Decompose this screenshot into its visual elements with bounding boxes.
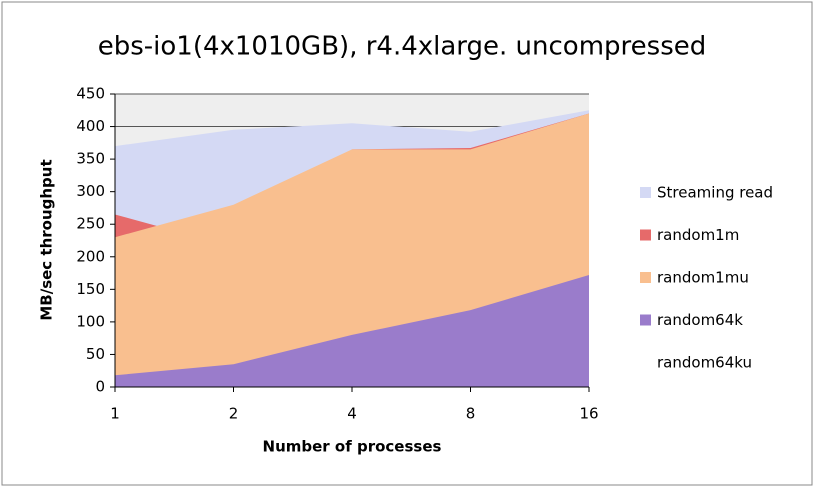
legend-label: Streaming read xyxy=(657,184,773,202)
legend-swatch xyxy=(640,314,651,326)
chart-title: ebs-io1(4x1010GB), r4.4xlarge. uncompres… xyxy=(98,32,707,62)
legend-label: random64k xyxy=(657,311,743,329)
legend-label: random1m xyxy=(657,226,739,244)
y-tick-label: 250 xyxy=(76,215,105,233)
x-tick-label: 8 xyxy=(466,405,476,423)
y-axis-label: MB/sec throughput xyxy=(38,159,56,320)
x-tick-label: 1 xyxy=(110,405,120,423)
legend-swatch xyxy=(640,229,651,241)
x-axis-label: Number of processes xyxy=(263,438,442,456)
area xyxy=(115,275,589,387)
legend-swatch xyxy=(640,187,651,198)
y-tick-label: 200 xyxy=(76,247,105,265)
y-tick-label: 350 xyxy=(76,150,105,168)
y-tick-label: 400 xyxy=(76,117,105,135)
y-tick-label: 450 xyxy=(76,85,105,103)
legend-swatch xyxy=(640,272,651,283)
y-tick-label: 300 xyxy=(76,182,105,200)
y-tick-label: 150 xyxy=(76,280,105,298)
y-tick-label: 50 xyxy=(86,345,105,363)
y-tick-label: 100 xyxy=(76,312,105,330)
x-tick-label: 2 xyxy=(229,405,239,423)
x-tick-label: 4 xyxy=(347,405,357,423)
legend-label: random1mu xyxy=(657,269,749,287)
x-tick-label: 16 xyxy=(579,405,598,423)
y-tick-label: 0 xyxy=(95,378,105,396)
legend-label: random64ku xyxy=(657,354,752,372)
